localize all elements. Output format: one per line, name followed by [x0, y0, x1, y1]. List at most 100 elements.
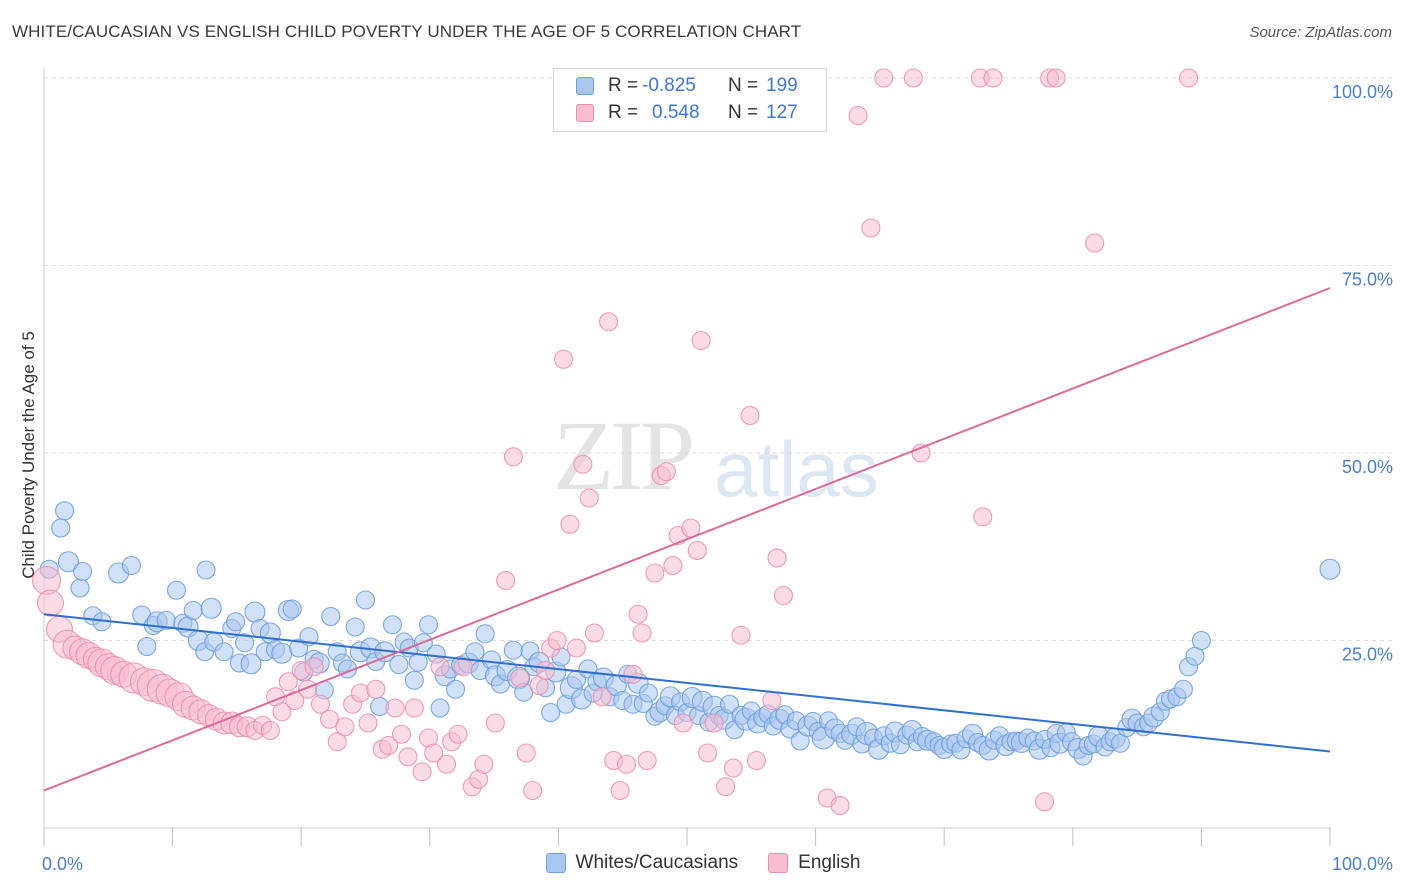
- legend-n-label: N =: [728, 102, 759, 123]
- point-english: [260, 720, 280, 741]
- point-english: [848, 105, 868, 126]
- point-english: [1085, 233, 1105, 253]
- point-english: [424, 743, 444, 763]
- point-english: [623, 664, 643, 684]
- legend-r-value: -0.825: [642, 75, 696, 96]
- point-english: [762, 690, 782, 711]
- legend-item-whites[interactable]: Whites/Caucasians: [545, 852, 739, 874]
- point-whites: [445, 679, 466, 699]
- point-english: [547, 630, 567, 651]
- point-english: [436, 754, 457, 774]
- point-whites: [244, 601, 266, 623]
- point-english: [496, 570, 516, 591]
- point-english: [983, 68, 1003, 88]
- watermark-atlas: atlas: [714, 425, 879, 513]
- y-tick-label: 25.0%: [1342, 645, 1393, 665]
- point-whites: [226, 612, 246, 632]
- legend-r-label: R =: [608, 102, 639, 123]
- point-whites: [137, 636, 157, 657]
- point-whites: [121, 555, 141, 576]
- point-english: [861, 218, 881, 238]
- point-english: [773, 585, 794, 606]
- point-whites: [1319, 558, 1341, 580]
- point-whites: [1191, 630, 1211, 651]
- point-english: [319, 709, 340, 729]
- point-english: [566, 638, 586, 658]
- legend-swatch-english: [576, 104, 594, 122]
- legend-n-value: 127: [766, 102, 798, 123]
- point-english: [278, 672, 298, 692]
- point-whites: [382, 615, 403, 635]
- point-english: [385, 698, 405, 718]
- point-english: [691, 330, 711, 351]
- point-whites: [51, 518, 71, 538]
- trend-line-whites: [43, 613, 1331, 753]
- point-whites: [271, 642, 293, 664]
- legend-n-value: 199: [766, 75, 798, 96]
- point-english: [673, 713, 693, 733]
- point-english: [335, 717, 355, 737]
- legend-label-whites: Whites/Caucasians: [575, 852, 739, 873]
- point-english: [327, 732, 347, 752]
- point-whites: [541, 702, 561, 723]
- point-whites: [430, 698, 450, 718]
- point-english: [448, 724, 468, 744]
- point-whites: [503, 640, 523, 660]
- legend-item-english[interactable]: English: [768, 852, 860, 874]
- point-english: [579, 488, 599, 508]
- point-english: [358, 713, 378, 733]
- point-whites: [235, 633, 255, 653]
- point-whites: [214, 642, 234, 662]
- point-english: [272, 702, 292, 722]
- point-english: [535, 660, 556, 681]
- point-english: [740, 405, 760, 426]
- point-whites: [282, 599, 302, 619]
- point-english: [398, 747, 418, 767]
- point-whites: [408, 652, 428, 672]
- point-whites: [70, 578, 90, 598]
- point-whites: [55, 501, 75, 521]
- point-english: [391, 724, 412, 744]
- point-english: [973, 507, 993, 527]
- point-english: [474, 754, 494, 774]
- point-whites: [719, 694, 739, 714]
- trend-line-english: [43, 287, 1331, 792]
- point-english: [698, 743, 718, 763]
- point-english: [874, 68, 894, 88]
- point-english: [1178, 68, 1199, 88]
- point-english: [510, 668, 530, 688]
- point-english: [767, 548, 787, 568]
- legend-r-value: 0.548: [652, 102, 700, 123]
- point-english: [723, 758, 743, 778]
- point-whites: [73, 561, 93, 582]
- legend-swatch-english: [768, 853, 789, 873]
- point-whites: [321, 606, 341, 627]
- y-tick-label: 100.0%: [1332, 82, 1393, 102]
- series-legend: Whites/Caucasians English: [0, 852, 1406, 874]
- gridlines: [44, 77, 1392, 641]
- chart-title: WHITE/CAUCASIAN VS ENGLISH CHILD POVERTY…: [12, 22, 802, 41]
- point-whites: [57, 551, 79, 573]
- point-whites: [345, 617, 365, 637]
- legend-row-whites: R = -0.825 N = 199: [576, 75, 798, 97]
- point-english: [592, 687, 612, 707]
- axes: [43, 68, 1331, 846]
- point-english: [584, 623, 604, 643]
- point-english: [36, 589, 64, 617]
- point-english: [430, 657, 450, 677]
- tick-labels: 25.0% 50.0% 75.0% 100.0% 0.0% 100.0%: [42, 82, 1393, 874]
- point-whites: [404, 670, 424, 690]
- y-tick-label: 50.0%: [1342, 457, 1393, 477]
- y-axis-title: Child Poverty Under the Age of 5: [19, 331, 38, 579]
- point-english: [310, 694, 331, 714]
- point-english: [1034, 792, 1055, 812]
- legend-swatch-whites: [576, 77, 594, 95]
- point-english: [656, 462, 676, 482]
- point-english: [503, 447, 523, 467]
- y-tick-label: 75.0%: [1342, 270, 1393, 290]
- point-english: [911, 443, 931, 463]
- legend-swatch-whites: [545, 853, 566, 873]
- trend-lines: [43, 287, 1331, 792]
- point-english: [704, 713, 724, 733]
- point-whites: [355, 590, 376, 610]
